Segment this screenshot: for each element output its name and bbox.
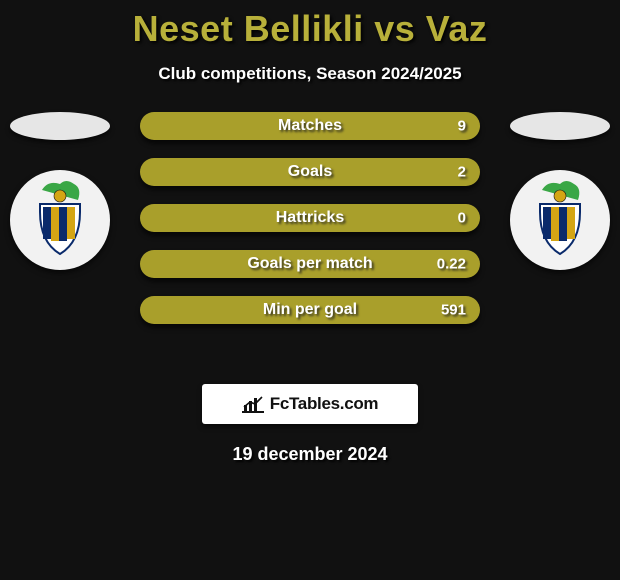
brand-badge[interactable]: FcTables.com — [202, 384, 418, 424]
crest-icon — [10, 170, 110, 270]
player-right — [510, 112, 610, 270]
brand-text: FcTables.com — [270, 394, 379, 414]
page-title: Neset Bellikli vs Vaz — [0, 8, 620, 50]
stat-value: 0.22 — [437, 256, 466, 273]
stat-bar: Goals 2 — [140, 158, 480, 186]
stat-label: Goals per match — [247, 255, 372, 273]
date-label: 19 december 2024 — [0, 444, 620, 465]
stat-label: Hattricks — [276, 209, 344, 227]
stat-bar: Goals per match 0.22 — [140, 250, 480, 278]
stat-bars: Matches 9 Goals 2 Hattricks 0 Goals per … — [140, 112, 480, 324]
stat-bar: Hattricks 0 — [140, 204, 480, 232]
player-left — [10, 112, 110, 270]
stat-label: Matches — [278, 117, 342, 135]
stat-bar: Matches 9 — [140, 112, 480, 140]
stat-value: 2 — [458, 164, 466, 181]
player-right-avatar — [510, 112, 610, 140]
stat-value: 9 — [458, 118, 466, 135]
stat-value: 0 — [458, 210, 466, 227]
stat-label: Goals — [288, 163, 332, 181]
stat-label: Min per goal — [263, 301, 357, 319]
stat-value: 591 — [441, 302, 466, 319]
comparison-body: Matches 9 Goals 2 Hattricks 0 Goals per … — [0, 112, 620, 362]
player-left-avatar — [10, 112, 110, 140]
crest-icon — [510, 170, 610, 270]
chart-icon — [242, 395, 264, 413]
player-left-club-crest — [10, 170, 110, 270]
stat-bar: Min per goal 591 — [140, 296, 480, 324]
player-right-club-crest — [510, 170, 610, 270]
subtitle: Club competitions, Season 2024/2025 — [0, 64, 620, 84]
comparison-card: Neset Bellikli vs Vaz Club competitions,… — [0, 0, 620, 580]
